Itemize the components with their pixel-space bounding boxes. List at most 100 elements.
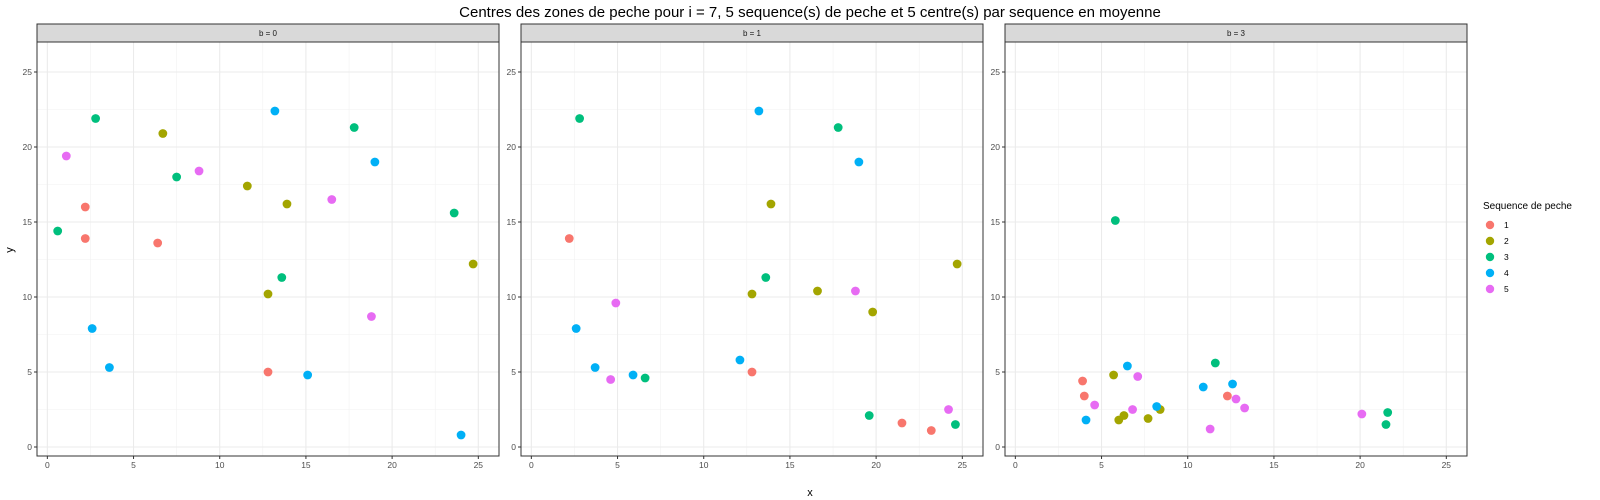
- data-point: [628, 370, 638, 380]
- data-point: [1110, 216, 1120, 225]
- chart-title: Centres des zones de peche pour i = 7, 5…: [459, 4, 1161, 21]
- x-tick-label: 25: [1442, 460, 1452, 470]
- legend-item: 2: [1485, 236, 1509, 246]
- legend-label: 2: [1504, 236, 1509, 246]
- x-tick-label: 20: [1355, 460, 1365, 470]
- data-point: [1231, 394, 1241, 404]
- data-point: [1109, 370, 1119, 380]
- x-tick-label: 0: [1013, 460, 1018, 470]
- data-point: [926, 426, 936, 435]
- data-point: [747, 367, 757, 377]
- data-point: [571, 324, 581, 333]
- data-point: [1228, 379, 1237, 389]
- plot-area: [521, 42, 983, 456]
- data-point: [456, 430, 466, 440]
- data-point: [640, 373, 650, 383]
- y-tick-label: 25: [991, 67, 1001, 77]
- y-tick-label: 5: [27, 367, 32, 377]
- data-point: [1205, 424, 1215, 434]
- data-point: [105, 363, 114, 372]
- data-point: [1079, 391, 1089, 401]
- legend-title: Sequence de peche: [1483, 201, 1572, 212]
- data-point: [263, 367, 273, 377]
- legend-label: 3: [1504, 252, 1509, 262]
- panel-border: [36, 41, 500, 457]
- data-point: [854, 157, 864, 167]
- x-tick-label: 15: [785, 460, 795, 470]
- data-point: [868, 307, 878, 317]
- data-point: [53, 226, 63, 236]
- facet-panel: b = 3 0 5 10 15 20 25 0 5 10 15 20 25: [991, 23, 1468, 470]
- data-point: [61, 151, 71, 161]
- data-point: [242, 181, 252, 191]
- y-tick-label: 20: [507, 142, 517, 152]
- x-tick-label: 10: [215, 460, 225, 470]
- x-tick-label: 15: [301, 460, 311, 470]
- y-tick-label: 25: [507, 67, 517, 77]
- facet-strip-label: b = 0: [259, 29, 278, 38]
- data-point: [1081, 415, 1091, 425]
- x-tick-label: 5: [131, 460, 136, 470]
- x-tick-label: 5: [615, 460, 620, 470]
- panels: b = 0 0 5 10 15 20 25 0 5 10 15 20 25 b = 1 0 5 10 15 20 25…: [23, 23, 1468, 470]
- data-point: [761, 273, 771, 282]
- data-point: [158, 129, 168, 138]
- data-point: [575, 114, 585, 123]
- y-axis-title: y: [4, 247, 16, 253]
- y-tick-label: 10: [991, 292, 1001, 302]
- data-point: [1383, 408, 1393, 417]
- data-point: [735, 355, 745, 365]
- y-tick-label: 20: [23, 142, 33, 152]
- legend-key: [1485, 284, 1495, 294]
- y-tick-label: 0: [27, 442, 32, 452]
- facet-strip-label: b = 3: [1227, 29, 1246, 38]
- data-point: [1119, 411, 1129, 420]
- data-point: [80, 234, 90, 243]
- data-point: [951, 420, 960, 429]
- legend-item: 4: [1485, 268, 1509, 278]
- data-point: [1240, 403, 1250, 413]
- y-tick-label: 0: [511, 442, 516, 452]
- data-point: [1357, 409, 1367, 419]
- x-axis-title: x: [807, 487, 813, 499]
- plot-area: [1005, 42, 1467, 456]
- y-tick-label: 25: [23, 67, 33, 77]
- data-point: [864, 411, 874, 420]
- data-point: [80, 202, 90, 212]
- x-tick-label: 10: [699, 460, 709, 470]
- data-point: [1222, 391, 1232, 401]
- data-point: [944, 405, 953, 414]
- data-point: [606, 375, 616, 384]
- facet-panel: b = 1 0 5 10 15 20 25 0 5 10 15 20 25: [507, 23, 984, 470]
- data-point: [194, 166, 204, 176]
- data-point: [91, 114, 101, 123]
- data-point: [1198, 382, 1208, 392]
- data-point: [370, 157, 380, 167]
- facet-strip-label: b = 1: [743, 29, 762, 38]
- plot-area: [37, 42, 499, 456]
- legend-key: [1485, 236, 1495, 246]
- legend-key: [1485, 268, 1495, 278]
- y-tick-label: 10: [23, 292, 33, 302]
- data-point: [754, 106, 764, 116]
- data-point: [813, 286, 822, 296]
- data-point: [1078, 376, 1087, 386]
- legend-label: 5: [1504, 284, 1509, 294]
- x-tick-label: 25: [958, 460, 968, 470]
- data-point: [747, 289, 757, 299]
- facet-panel: b = 0 0 5 10 15 20 25 0 5 10 15 20 25: [23, 23, 500, 470]
- legend-key: [1485, 220, 1495, 230]
- data-point: [468, 259, 478, 269]
- data-point: [611, 298, 621, 308]
- y-tick-label: 20: [991, 142, 1001, 152]
- data-point: [153, 238, 163, 248]
- x-tick-label: 15: [1269, 460, 1279, 470]
- x-tick-label: 20: [871, 460, 881, 470]
- data-point: [1128, 405, 1137, 414]
- data-point: [277, 273, 287, 282]
- data-point: [349, 123, 359, 132]
- x-tick-label: 5: [1099, 460, 1104, 470]
- legend-item: 5: [1485, 284, 1509, 294]
- y-tick-label: 10: [507, 292, 517, 302]
